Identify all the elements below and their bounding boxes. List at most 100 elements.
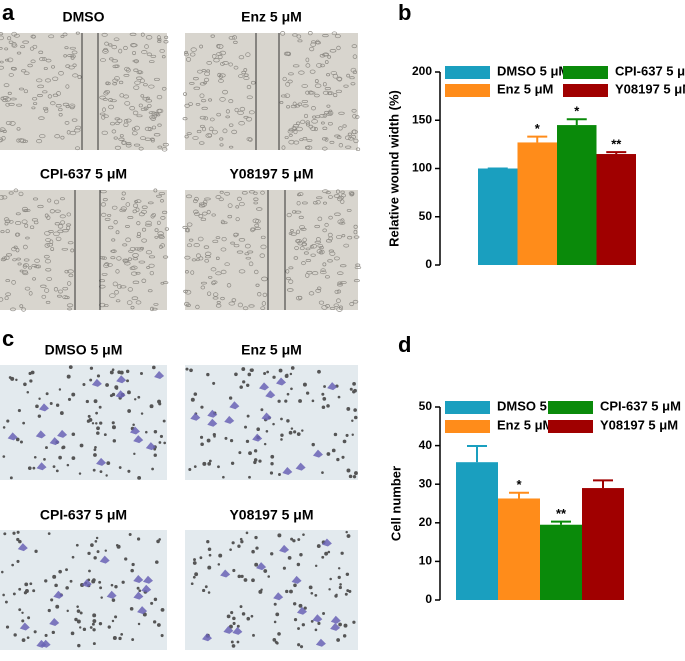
- pore: [349, 387, 353, 391]
- pore: [260, 408, 264, 412]
- cell: [152, 307, 158, 311]
- cell: [140, 94, 145, 98]
- pore: [44, 579, 48, 583]
- stained-cell: [229, 401, 240, 410]
- cell: [112, 82, 118, 86]
- legend-label: Enz 5 μM: [497, 417, 553, 432]
- cell: [238, 74, 244, 78]
- cell: [301, 84, 308, 88]
- cell: [328, 195, 333, 199]
- pore: [296, 432, 301, 437]
- cell: [224, 262, 230, 267]
- pore: [255, 546, 259, 550]
- cell: [241, 191, 248, 195]
- cell: [197, 69, 203, 74]
- pore: [290, 366, 295, 370]
- cell: [231, 298, 237, 302]
- cell: [99, 112, 106, 116]
- cell: [194, 196, 199, 202]
- cell: [217, 54, 223, 60]
- cell: [220, 219, 225, 225]
- pore: [82, 627, 87, 632]
- pore: [49, 402, 53, 406]
- cell: [118, 137, 125, 141]
- cell: [305, 57, 310, 63]
- pore: [253, 449, 258, 453]
- cell: [66, 303, 74, 308]
- pore: [352, 474, 357, 479]
- cell: [143, 83, 148, 87]
- cell: [322, 228, 327, 233]
- image-bg: [0, 365, 167, 480]
- pore: [353, 388, 357, 393]
- pore: [298, 399, 302, 403]
- pore: [345, 433, 349, 437]
- cell: [244, 243, 251, 249]
- pore: [28, 371, 32, 376]
- cell: [28, 266, 32, 270]
- cell: [301, 201, 308, 205]
- cell: [121, 140, 126, 145]
- pore: [142, 612, 147, 617]
- pore: [193, 558, 196, 562]
- pore: [145, 430, 148, 434]
- pore: [265, 429, 269, 433]
- stained-cell: [91, 378, 102, 387]
- cell: [335, 89, 342, 93]
- cell: [19, 304, 24, 308]
- pore: [321, 405, 326, 410]
- pore: [339, 583, 342, 586]
- cell: [296, 200, 301, 206]
- cell: [257, 292, 262, 297]
- cell: [322, 113, 328, 118]
- cell: [34, 258, 40, 263]
- pore: [45, 392, 49, 396]
- stained-cell: [53, 590, 64, 599]
- cell: [190, 270, 195, 275]
- pore: [109, 394, 113, 398]
- cell: [44, 243, 50, 248]
- pore: [1, 570, 4, 574]
- cell: [66, 225, 71, 230]
- pore: [331, 448, 336, 453]
- cell: [123, 45, 128, 51]
- cell: [104, 90, 111, 94]
- pore: [263, 442, 267, 446]
- cell: [302, 137, 308, 141]
- pore: [336, 457, 340, 462]
- cell: [131, 127, 136, 131]
- cell: [326, 112, 333, 116]
- cell: [284, 136, 289, 139]
- cell: [200, 281, 207, 285]
- pore: [93, 453, 97, 457]
- stained-cell: [35, 430, 46, 439]
- cell: [299, 225, 305, 230]
- cell: [352, 113, 357, 119]
- pore: [127, 409, 132, 413]
- cell: [107, 263, 113, 267]
- pore: [58, 388, 62, 391]
- cell: [222, 61, 229, 65]
- cell: [103, 304, 109, 308]
- cell: [0, 47, 3, 50]
- pore: [204, 585, 208, 589]
- pore: [55, 604, 60, 609]
- cell: [336, 298, 341, 304]
- stained-cell: [202, 633, 213, 642]
- cell: [254, 223, 260, 228]
- cell: [8, 102, 15, 106]
- pore: [50, 598, 54, 602]
- stained-cell: [142, 575, 153, 584]
- stained-cell: [116, 375, 127, 384]
- pore: [324, 551, 329, 556]
- cell: [13, 245, 18, 250]
- cell: [157, 108, 164, 114]
- y-tick-label: 0: [425, 592, 432, 606]
- cell: [49, 239, 54, 245]
- pore: [290, 537, 294, 541]
- cell: [210, 34, 215, 38]
- pore: [302, 382, 307, 387]
- cell: [111, 45, 118, 50]
- pore: [109, 370, 114, 375]
- pore: [120, 632, 124, 636]
